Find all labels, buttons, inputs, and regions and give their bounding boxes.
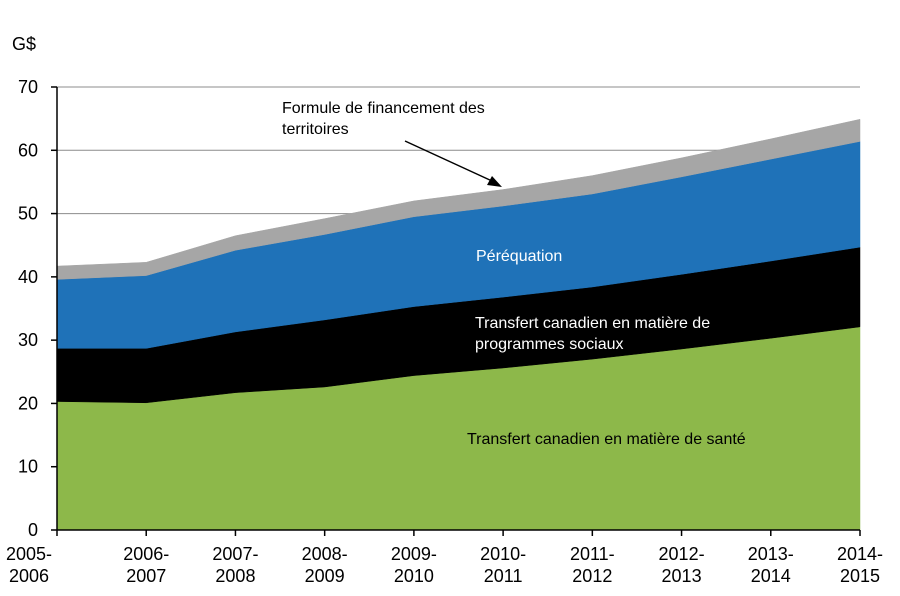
x-tick-label: 2006-2007 — [123, 544, 169, 586]
y-tick-label: 10 — [18, 457, 38, 477]
x-tick-label: 2009-2010 — [391, 544, 437, 586]
y-tick-label: 20 — [18, 393, 38, 413]
territoires-arrow-line — [404, 140, 493, 182]
label-tcs: Transfert canadien en matière de santé — [467, 431, 746, 448]
y-tick-label: 50 — [18, 204, 38, 224]
y-unit-label: G$ — [12, 34, 36, 54]
territoires-arrowhead — [487, 176, 502, 187]
x-tick-label: 2012-2013 — [659, 544, 705, 586]
x-tick-label: 2008-2009 — [302, 544, 348, 586]
y-tick-label: 30 — [18, 330, 38, 350]
area-series-4 — [56, 118, 861, 280]
y-tick-label: 60 — [18, 140, 38, 160]
label-perequation: Péréquation — [476, 248, 562, 265]
x-tick-label: 2005-2006 — [6, 544, 52, 586]
y-tick-label: 40 — [18, 267, 38, 287]
stacked-areas — [56, 118, 861, 531]
x-tick-label: 2013-2014 — [748, 544, 794, 586]
y-tick-label: 70 — [18, 77, 38, 97]
axes — [51, 86, 861, 536]
y-tick-labels: 0 10 20 30 40 50 60 70 — [18, 77, 38, 540]
x-tick-label: 2010-2011 — [480, 544, 526, 586]
x-tick-label: 2007-2008 — [212, 544, 258, 586]
label-tcps: Transfert canadien en matière de program… — [475, 315, 715, 353]
x-tick-labels: 2005-2006 2006-2007 2007-2008 2008-2009 2009… — [6, 544, 883, 586]
label-territoires: Formule de financement des territoires — [282, 100, 489, 138]
x-tick-label: 2011-2012 — [570, 544, 615, 586]
y-tick-label: 0 — [28, 520, 38, 540]
x-tick-label: 2014-2015 — [837, 544, 883, 586]
